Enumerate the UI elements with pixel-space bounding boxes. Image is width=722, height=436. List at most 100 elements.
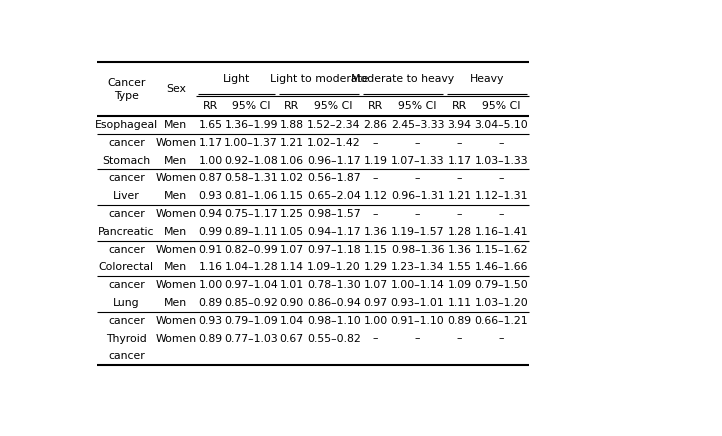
- Text: Women: Women: [155, 174, 196, 184]
- Text: 0.55–0.82: 0.55–0.82: [307, 334, 360, 344]
- Text: 1.21: 1.21: [448, 191, 471, 201]
- Text: Thyroid: Thyroid: [106, 334, 147, 344]
- Text: 1.14: 1.14: [279, 262, 304, 272]
- Text: –: –: [499, 174, 504, 184]
- Text: 0.97–1.18: 0.97–1.18: [307, 245, 360, 255]
- Text: 1.36: 1.36: [448, 245, 471, 255]
- Text: 1.15–1.62: 1.15–1.62: [475, 245, 529, 255]
- Text: cancer: cancer: [108, 174, 144, 184]
- Text: Men: Men: [165, 227, 188, 237]
- Text: Women: Women: [155, 245, 196, 255]
- Text: 1.52–2.34: 1.52–2.34: [307, 120, 360, 130]
- Text: 0.79–1.50: 0.79–1.50: [474, 280, 529, 290]
- Text: Women: Women: [155, 316, 196, 326]
- Text: 0.98–1.10: 0.98–1.10: [307, 316, 360, 326]
- Text: 2.45–3.33: 2.45–3.33: [391, 120, 444, 130]
- Text: Men: Men: [165, 120, 188, 130]
- Text: 0.93: 0.93: [199, 191, 222, 201]
- Text: 3.94: 3.94: [448, 120, 471, 130]
- Text: Men: Men: [165, 191, 188, 201]
- Text: 1.02: 1.02: [279, 174, 304, 184]
- Text: 0.89–1.11: 0.89–1.11: [225, 227, 278, 237]
- Text: Stomach: Stomach: [103, 156, 150, 166]
- Text: –: –: [457, 334, 462, 344]
- Text: 0.94: 0.94: [199, 209, 222, 219]
- Text: 1.00–1.37: 1.00–1.37: [225, 138, 278, 148]
- Text: Women: Women: [155, 280, 196, 290]
- Text: RR: RR: [452, 101, 467, 111]
- Text: 95% CI: 95% CI: [482, 101, 521, 111]
- Text: 1.03–1.33: 1.03–1.33: [474, 156, 529, 166]
- Text: 0.82–0.99: 0.82–0.99: [225, 245, 278, 255]
- Text: –: –: [457, 209, 462, 219]
- Text: 95% CI: 95% CI: [399, 101, 437, 111]
- Text: 0.93: 0.93: [199, 316, 222, 326]
- Text: 1.15: 1.15: [364, 245, 388, 255]
- Text: 1.05: 1.05: [279, 227, 304, 237]
- Text: 0.97: 0.97: [364, 298, 388, 308]
- Text: 0.75–1.17: 0.75–1.17: [225, 209, 278, 219]
- Text: 1.00: 1.00: [199, 156, 222, 166]
- Text: Men: Men: [165, 156, 188, 166]
- Text: 0.86–0.94: 0.86–0.94: [307, 298, 360, 308]
- Text: 0.98–1.36: 0.98–1.36: [391, 245, 445, 255]
- Text: 1.09–1.20: 1.09–1.20: [307, 262, 360, 272]
- Text: 0.66–1.21: 0.66–1.21: [474, 316, 529, 326]
- Text: 0.85–0.92: 0.85–0.92: [225, 298, 278, 308]
- Text: Sex: Sex: [166, 84, 186, 94]
- Text: Light: Light: [223, 74, 251, 84]
- Text: 1.19: 1.19: [364, 156, 388, 166]
- Text: RR: RR: [203, 101, 218, 111]
- Text: 1.01: 1.01: [279, 280, 304, 290]
- Text: Colorectal: Colorectal: [99, 262, 154, 272]
- Text: 1.12: 1.12: [364, 191, 388, 201]
- Text: Liver: Liver: [113, 191, 140, 201]
- Text: cancer: cancer: [108, 209, 144, 219]
- Text: 1.07–1.33: 1.07–1.33: [391, 156, 445, 166]
- Text: 0.89: 0.89: [199, 298, 222, 308]
- Text: 1.07: 1.07: [364, 280, 388, 290]
- Text: 95% CI: 95% CI: [232, 101, 270, 111]
- Text: 0.90: 0.90: [279, 298, 304, 308]
- Text: 1.06: 1.06: [279, 156, 304, 166]
- Text: –: –: [457, 174, 462, 184]
- Text: 1.36: 1.36: [364, 227, 388, 237]
- Text: 1.07: 1.07: [279, 245, 304, 255]
- Text: 1.29: 1.29: [364, 262, 388, 272]
- Text: 0.79–1.09: 0.79–1.09: [225, 316, 278, 326]
- Text: Men: Men: [165, 262, 188, 272]
- Text: 1.88: 1.88: [279, 120, 304, 130]
- Text: Women: Women: [155, 334, 196, 344]
- Text: cancer: cancer: [108, 351, 144, 361]
- Text: 0.96–1.17: 0.96–1.17: [307, 156, 360, 166]
- Text: –: –: [415, 334, 420, 344]
- Text: 0.94–1.17: 0.94–1.17: [307, 227, 360, 237]
- Text: 0.78–1.30: 0.78–1.30: [307, 280, 360, 290]
- Text: cancer: cancer: [108, 245, 144, 255]
- Text: 1.15: 1.15: [279, 191, 304, 201]
- Text: –: –: [499, 209, 504, 219]
- Text: cancer: cancer: [108, 280, 144, 290]
- Text: 0.58–1.31: 0.58–1.31: [225, 174, 278, 184]
- Text: 1.00–1.14: 1.00–1.14: [391, 280, 445, 290]
- Text: –: –: [499, 334, 504, 344]
- Text: 0.89: 0.89: [448, 316, 471, 326]
- Text: 1.04: 1.04: [279, 316, 304, 326]
- Text: 0.87: 0.87: [199, 174, 222, 184]
- Text: 1.65: 1.65: [199, 120, 222, 130]
- Text: 0.56–1.87: 0.56–1.87: [307, 174, 360, 184]
- Text: –: –: [415, 174, 420, 184]
- Text: 1.16–1.41: 1.16–1.41: [475, 227, 529, 237]
- Text: 1.12–1.31: 1.12–1.31: [475, 191, 529, 201]
- Text: 1.00: 1.00: [363, 316, 388, 326]
- Text: 0.77–1.03: 0.77–1.03: [225, 334, 278, 344]
- Text: 0.96–1.31: 0.96–1.31: [391, 191, 445, 201]
- Text: 1.00: 1.00: [199, 280, 222, 290]
- Text: 1.28: 1.28: [448, 227, 471, 237]
- Text: Men: Men: [165, 298, 188, 308]
- Text: 0.91–1.10: 0.91–1.10: [391, 316, 445, 326]
- Text: RR: RR: [368, 101, 383, 111]
- Text: 1.21: 1.21: [279, 138, 304, 148]
- Text: cancer: cancer: [108, 138, 144, 148]
- Text: 0.67: 0.67: [279, 334, 304, 344]
